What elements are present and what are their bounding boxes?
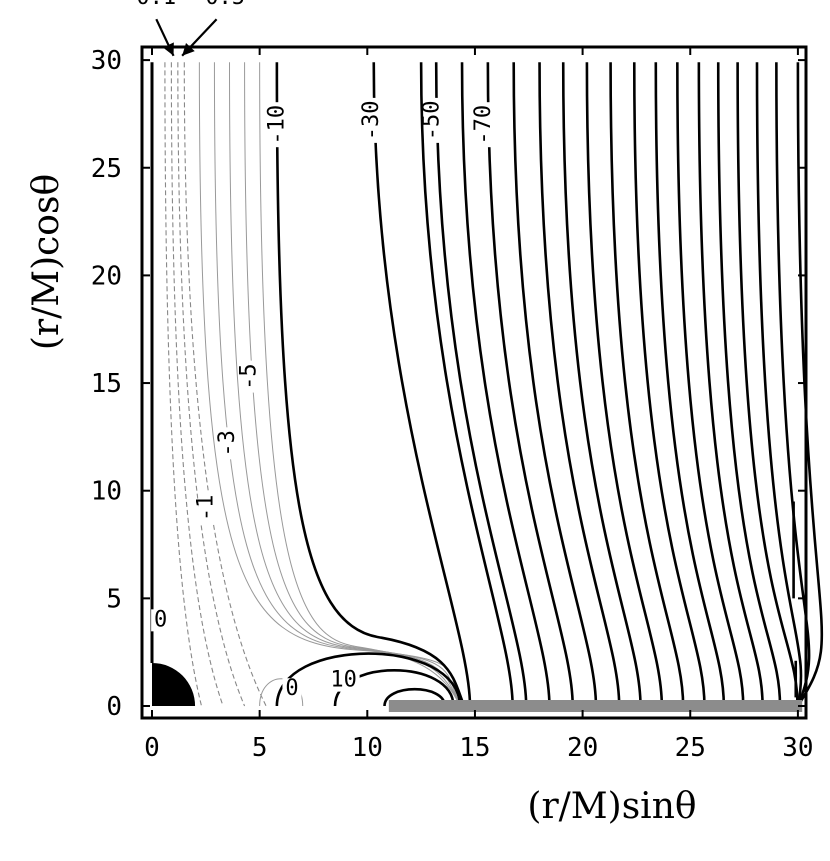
x-tick-label: 20 — [567, 733, 598, 763]
black-hole — [152, 662, 196, 706]
x-tick-label: 15 — [459, 733, 490, 763]
contour-line — [512, 62, 598, 707]
contour-line — [177, 62, 246, 707]
contour-line — [372, 62, 472, 707]
contour-line — [434, 62, 528, 707]
contour-line — [213, 62, 461, 707]
contour-label-bg — [327, 669, 360, 692]
pointer-arrowhead — [162, 42, 174, 56]
contour-label: -10 — [264, 105, 289, 145]
y-tick-label: 30 — [91, 46, 122, 76]
x-tick-label: 25 — [675, 733, 706, 763]
contour-label: -70 — [471, 105, 496, 145]
contour-line — [775, 62, 811, 707]
contour-line — [755, 62, 803, 707]
contour-line — [259, 62, 461, 707]
contour-label-bg — [424, 97, 445, 143]
contour-label-bg — [133, 0, 179, 10]
black-hole-group — [152, 662, 196, 706]
contour-line — [538, 62, 621, 707]
contour-line — [419, 62, 514, 707]
contour-label-bg — [476, 102, 497, 148]
contour-label-bg — [202, 0, 248, 10]
axis-ticks: 0 5 10 15 20 25 30 0 5 10 15 20 25 30 — [91, 46, 814, 763]
contour-line — [561, 62, 642, 707]
contour-label: -1 — [193, 495, 218, 522]
contour-loop — [383, 688, 447, 707]
contour-line — [275, 62, 466, 707]
y-tick-label: 5 — [106, 584, 122, 614]
contour-line — [716, 62, 782, 707]
y-axis-label: (r/M)cosθ — [26, 174, 67, 350]
contour-line — [585, 62, 664, 707]
contour-label: -5 — [236, 363, 261, 390]
contour-line — [632, 62, 706, 707]
y-tick-label: 25 — [91, 154, 122, 184]
contour-line — [170, 62, 224, 707]
contour-line — [164, 62, 203, 707]
contour-label-bg — [219, 427, 240, 460]
contour-label: -50 — [419, 101, 444, 141]
x-tick-label: 0 — [144, 733, 160, 763]
accretion-disk — [388, 700, 803, 712]
contour-label-bg — [364, 97, 385, 143]
x-tick-label: 30 — [782, 733, 813, 763]
x-tick-label: 10 — [352, 733, 383, 763]
y-tick-label: 0 — [106, 692, 122, 722]
contour-label-bg — [151, 609, 171, 632]
contour-label: -3 — [215, 430, 240, 457]
contour-label-bg — [269, 102, 290, 148]
contour-loop — [275, 652, 462, 707]
contour-line — [736, 62, 799, 707]
contour-line — [486, 62, 574, 707]
x-axis-label: (r/M)sinθ — [527, 786, 696, 827]
contour-label: 10 — [330, 668, 357, 693]
contour-label: 0 — [154, 607, 167, 632]
contour-line — [676, 62, 745, 707]
pointer-arrowhead — [182, 42, 195, 56]
contour-line — [460, 62, 551, 707]
contour-label: 0.1 — [136, 0, 176, 10]
contour-label: 0 — [285, 676, 298, 701]
contour-label: -30 — [359, 101, 384, 141]
contour-label: 0.5 — [205, 0, 245, 10]
contour-label-bg — [241, 360, 262, 393]
contour-line — [697, 62, 764, 707]
y-tick-label: 10 — [91, 477, 122, 507]
contour-line — [796, 62, 824, 707]
x-tick-label: 5 — [252, 733, 268, 763]
contour-label-bg — [198, 491, 219, 524]
contour-line — [654, 62, 726, 707]
contour-line — [229, 62, 461, 707]
contour-line — [609, 62, 685, 707]
accretion-disk-group — [388, 700, 803, 712]
y-tick-label: 20 — [91, 261, 122, 291]
contour-lines — [150, 62, 824, 707]
contour-label-bg — [282, 678, 302, 701]
y-tick-label: 15 — [91, 369, 122, 399]
